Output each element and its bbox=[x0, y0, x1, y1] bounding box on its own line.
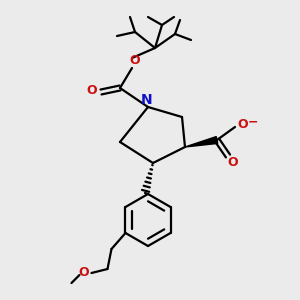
Text: O: O bbox=[78, 266, 89, 278]
Text: O: O bbox=[87, 85, 97, 98]
Text: O: O bbox=[228, 157, 238, 169]
Polygon shape bbox=[185, 136, 218, 147]
Text: O: O bbox=[238, 118, 248, 130]
Text: N: N bbox=[141, 93, 153, 107]
Text: −: − bbox=[248, 116, 258, 128]
Text: O: O bbox=[130, 53, 140, 67]
